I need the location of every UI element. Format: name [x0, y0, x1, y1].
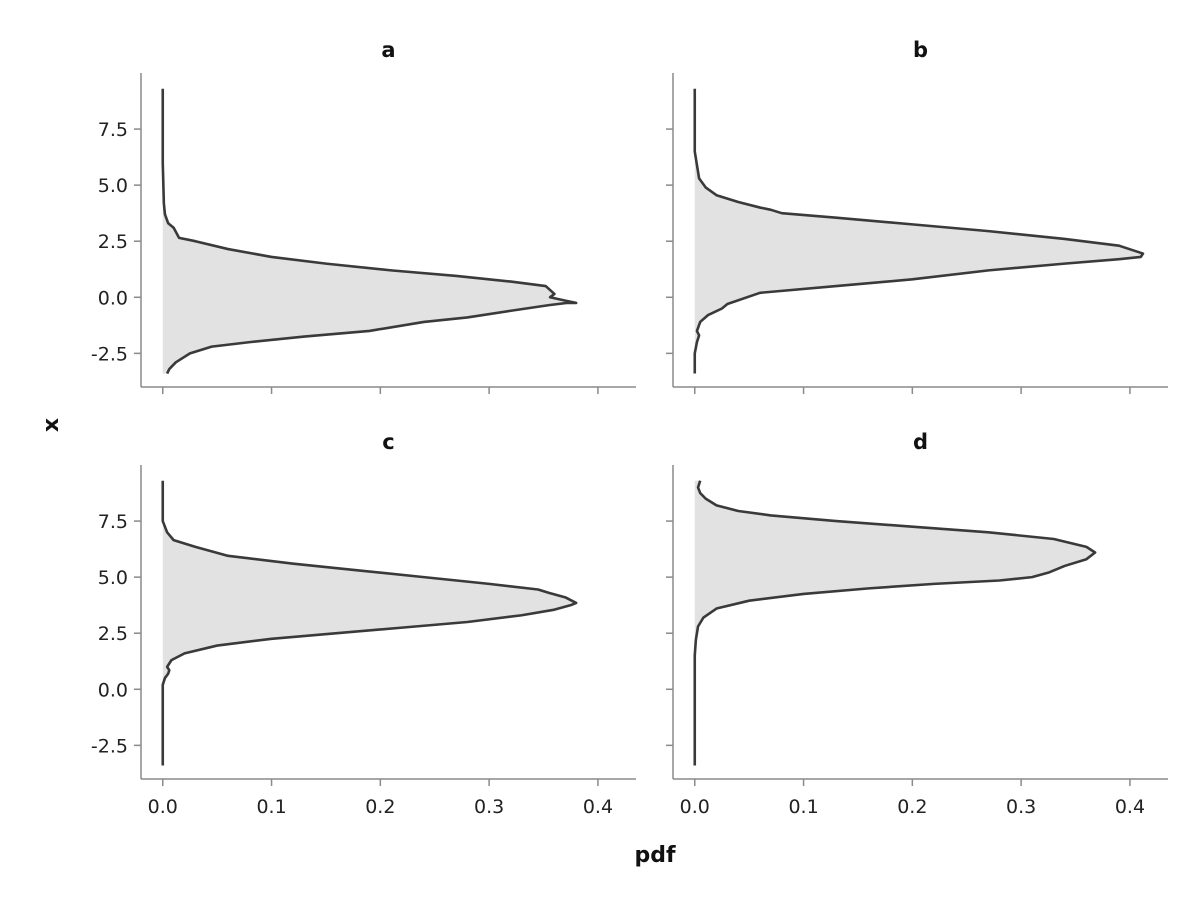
panel-title: b	[913, 38, 928, 62]
x-tick-label: 0.1	[788, 796, 818, 818]
density-curve	[693, 480, 1097, 766]
density-area	[694, 88, 1143, 374]
y-tick-label: 7.5	[98, 119, 128, 141]
x-tick-label: 0.2	[365, 796, 395, 818]
x-tick-label: 0.3	[1006, 796, 1036, 818]
y-tick-label: 5.0	[98, 175, 128, 197]
panels: a -2.5 0.0 2.5 5.0 7.5 b c 0.0 0.1 0.2 0.3 0.4 -2.5 0.…	[91, 38, 1168, 818]
x-tick-label: 0.0	[148, 796, 178, 818]
y-tick-label: 2.5	[98, 231, 128, 253]
y-tick-label: 7.5	[98, 511, 128, 533]
x-tick-label: 0.1	[256, 796, 286, 818]
y-tick-label: 0.0	[98, 679, 128, 701]
y-tick-label: 5.0	[98, 567, 128, 589]
density-curve	[161, 88, 578, 375]
panel-c: c 0.0 0.1 0.2 0.3 0.4 -2.5 0.0 2.5 5.0 7.5	[91, 430, 636, 818]
x-tick-label: 0.3	[474, 796, 504, 818]
y-tick-label: -2.5	[91, 735, 128, 757]
y-tick-label: -2.5	[91, 343, 128, 365]
density-curve	[161, 480, 578, 766]
y-tick-label: 0.0	[98, 287, 128, 309]
panel-title: d	[913, 430, 928, 454]
panel-d: d 0.0 0.1 0.2 0.3 0.4	[666, 430, 1168, 818]
panel-title: c	[382, 430, 394, 454]
panel-b: b	[666, 38, 1168, 394]
x-tick-label: 0.4	[1115, 796, 1145, 818]
density-area	[694, 480, 1096, 766]
y-axis-label: x	[39, 418, 64, 432]
x-tick-label: 0.2	[897, 796, 927, 818]
x-tick-label: 0.0	[680, 796, 710, 818]
panel-a: a -2.5 0.0 2.5 5.0 7.5	[91, 38, 636, 394]
density-area	[162, 480, 577, 766]
x-axis-label: pdf	[634, 843, 675, 868]
density-area	[162, 88, 577, 374]
density-curve	[693, 88, 1145, 374]
x-tick-label: 0.4	[583, 796, 613, 818]
panel-title: a	[381, 38, 395, 62]
y-tick-label: 2.5	[98, 623, 128, 645]
